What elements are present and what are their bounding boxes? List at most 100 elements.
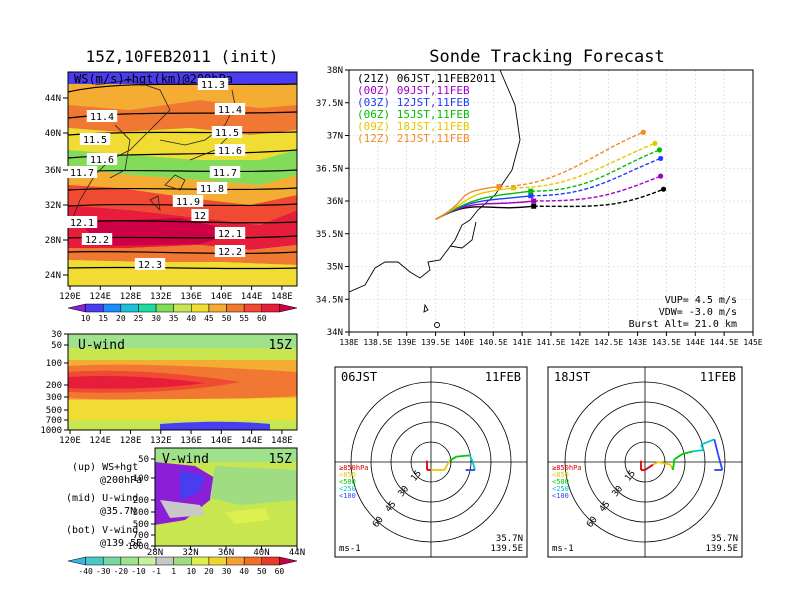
ring-label: 30 <box>611 484 626 499</box>
track-title: Sonde Tracking Forecast <box>429 47 664 67</box>
lon-tick-label: 136E <box>180 292 202 302</box>
contour-label-bg <box>214 227 246 239</box>
hodograph-frame <box>334 366 528 558</box>
profile-segment <box>644 463 654 471</box>
lat-tick-label: 36N <box>218 548 234 558</box>
landing-marker <box>658 155 664 162</box>
descent-path <box>530 149 660 192</box>
profile-segment <box>443 460 451 471</box>
colorbar-label: 1 <box>171 567 176 576</box>
contour-label: 11.4 <box>218 105 242 116</box>
colorbar-label: 40 <box>186 314 196 323</box>
top-map-label: WS(m/s)+hgt(km)@200hPa <box>74 72 233 86</box>
colorbar-label: 20 <box>116 314 126 323</box>
profile-segment <box>700 438 715 446</box>
landing-marker <box>640 129 646 135</box>
lon-tick-label: 128E <box>120 436 142 446</box>
colorbar-swatch <box>155 556 174 566</box>
landing-marker <box>652 140 658 146</box>
hodograph-lon: 139.5E <box>490 544 523 554</box>
lat-tick-label: 40N <box>253 548 269 558</box>
contour-label-bg <box>214 245 246 257</box>
contour-label: 11.7 <box>70 168 94 179</box>
top-map <box>68 72 297 286</box>
colorbar-swatch <box>85 556 104 566</box>
colorbar-swatch <box>67 303 86 313</box>
x-tick-label: 142E <box>570 338 589 347</box>
y-tick-label: 37.5N <box>316 99 343 109</box>
profile-segment <box>652 461 659 466</box>
lon-tick-label: 132E <box>150 436 172 446</box>
legend-mid-line2: @35.7N <box>100 506 136 517</box>
contour-label: 12 <box>194 211 206 222</box>
y-tick-label: 37N <box>327 132 343 142</box>
lon-tick-label: 124E <box>89 292 111 302</box>
contour-label: 11.4 <box>90 112 114 123</box>
lat-tick-label: 36N <box>45 166 61 176</box>
v-wind-title: V-wind <box>162 452 209 467</box>
y-tick-label: 34.5N <box>316 295 343 305</box>
p-tick-label: 700 <box>133 531 149 541</box>
colorbar-swatch <box>243 556 263 566</box>
contour-label: 11.6 <box>218 146 242 157</box>
hodograph-lat: 35.7N <box>711 534 738 544</box>
profile-segment <box>468 454 474 462</box>
burst-marker <box>510 185 516 191</box>
contour-label-bg <box>196 182 228 194</box>
lon-tick-label: 148E <box>271 292 293 302</box>
landing-marker <box>660 186 667 192</box>
lat-tick-label: 40N <box>45 129 61 139</box>
colorbar-swatch <box>102 556 122 566</box>
descent-path <box>533 188 664 208</box>
landing-marker <box>658 173 664 179</box>
colorbar-label: 10 <box>186 567 196 576</box>
colorbar-swatch <box>191 556 210 566</box>
x-tick-label: 140.5E <box>479 338 508 347</box>
y-tick-label: 38N <box>327 66 343 76</box>
contour-label-bg <box>134 258 166 270</box>
colorbar-swatch <box>173 303 192 313</box>
colorbar-swatch <box>279 556 298 566</box>
ring-label: 15 <box>409 469 424 484</box>
level-legend: <250 <box>552 485 569 493</box>
hodograph-frame <box>547 366 743 558</box>
contour-label-bg <box>81 233 113 245</box>
legend-up-line1: (up) WS+hgt <box>72 462 138 473</box>
lat-tick-label: 44N <box>45 94 61 104</box>
colorbar-swatch <box>67 556 86 566</box>
contour-label: 11.5 <box>215 128 239 139</box>
p-tick-label: 300 <box>46 393 62 403</box>
colorbar-swatch <box>173 556 192 566</box>
level-legend: <100 <box>552 492 569 500</box>
legend-bot-line2: @139.5E <box>100 538 142 549</box>
hodograph-time: 06JST <box>341 370 377 384</box>
ring-label: 30 <box>397 484 412 499</box>
level-legend: <500 <box>339 478 356 486</box>
colorbar-label: 30 <box>151 314 161 323</box>
level-legend: <850 <box>552 471 569 479</box>
x-tick-label: 139.5E <box>421 338 450 347</box>
x-tick-label: 140E <box>455 338 474 347</box>
p-tick-label: 300 <box>133 508 149 518</box>
colorbar-label: 50 <box>222 314 232 323</box>
param-burst: Burst Alt= 21.0 km <box>629 319 737 330</box>
hodograph-time: 18JST <box>554 370 590 384</box>
v-wind-plot <box>155 448 297 546</box>
profile-segment <box>700 444 705 451</box>
legend-entry: (09Z) 18JST,11FEB <box>357 120 470 133</box>
p-tick-label: 500 <box>46 406 62 416</box>
ring-label: 15 <box>623 469 638 484</box>
top-map-frame <box>67 71 298 287</box>
burst-marker <box>496 184 502 190</box>
legend-mid-line1: (mid) U-wind <box>66 493 138 504</box>
colorbar-label: -1 <box>151 567 161 576</box>
lon-tick-label: 144E <box>241 292 263 302</box>
hodograph-lat: 35.7N <box>496 534 523 544</box>
track-x-ticks: 138E 138.5E 139E 139.5E 140E 140.5E 141E 141.5E… <box>339 332 763 347</box>
burst-marker <box>528 193 534 199</box>
contour-label: 11.3 <box>201 80 225 91</box>
colorbar-swatch <box>261 303 280 313</box>
lon-tick-label: 140E <box>210 292 232 302</box>
profile-segment <box>692 449 704 453</box>
